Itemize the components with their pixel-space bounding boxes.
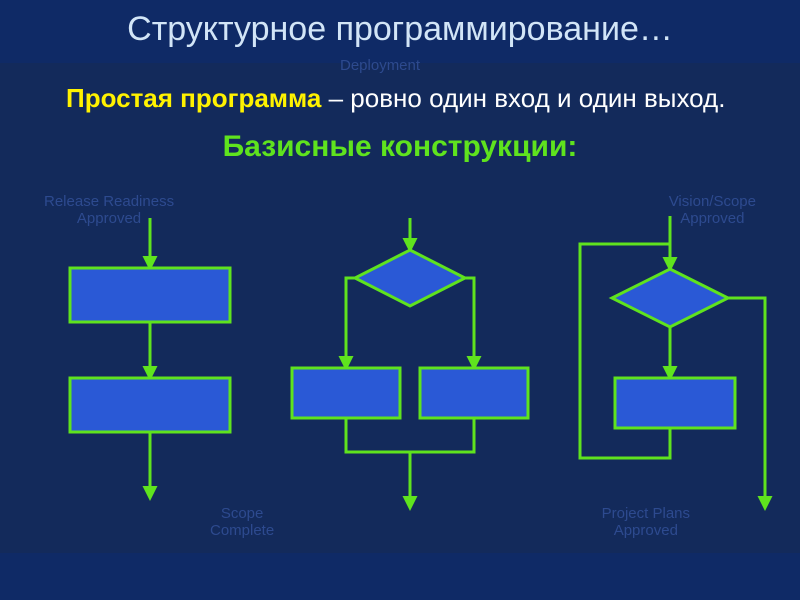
title-text: Структурное программирование… xyxy=(127,10,673,48)
intro-rest: – ровно один вход и один выход. xyxy=(321,83,725,113)
diagram-selection xyxy=(280,208,540,528)
intro-text: Простая программа – ровно один вход и од… xyxy=(34,81,766,116)
diagram-loop xyxy=(560,208,785,528)
slide-title: Структурное программирование… xyxy=(0,0,800,63)
content-area: Deployment Release Readiness Approved Vi… xyxy=(0,63,800,553)
intro-term: Простая программа xyxy=(66,83,321,113)
subheading: Базисные конструкции: xyxy=(34,130,766,164)
slide: Структурное программирование… Deployment… xyxy=(0,0,800,600)
diagram-sequence xyxy=(55,208,245,528)
